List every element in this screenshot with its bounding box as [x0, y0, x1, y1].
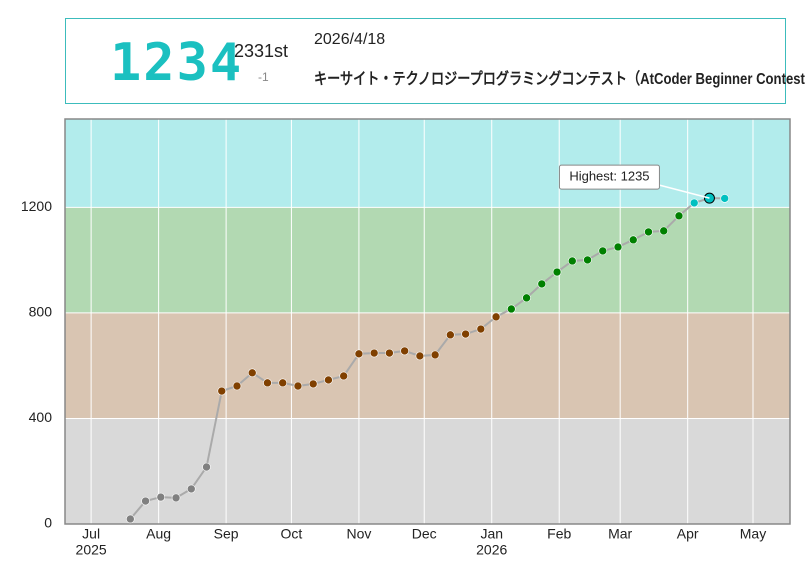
rating-point [613, 242, 623, 252]
annotation-box [558, 164, 660, 190]
rating-point [278, 378, 288, 388]
rating-point [263, 378, 272, 388]
rating-change: -1 [258, 70, 269, 84]
rating-point [126, 514, 135, 524]
rating-band [65, 418, 790, 524]
rating-point [644, 227, 653, 237]
x-tick-label: Sep [214, 526, 239, 542]
rating: 1234 [110, 33, 244, 93]
rating-point [247, 368, 257, 378]
x-tick-label: Nov [346, 526, 371, 542]
rating-point [674, 211, 684, 221]
rating-point [232, 381, 242, 391]
rating-point [567, 256, 577, 266]
x-tick-label: Apr [677, 526, 699, 542]
contest-header: 1234 2331st -1 2026/4/18 キーサイト・テクノロジープログ… [65, 18, 808, 104]
rating-point [552, 267, 562, 277]
rating-point [491, 312, 501, 322]
rating-point [720, 194, 729, 203]
x-tick-label: Jan [480, 526, 503, 542]
y-tick-label: 1200 [21, 198, 52, 214]
y-tick-label: 400 [29, 409, 53, 425]
rating-point [476, 324, 486, 334]
rating-point [354, 349, 364, 359]
rating-point [202, 462, 211, 472]
rating-point [308, 379, 318, 389]
x-tick-label: Feb [547, 526, 571, 542]
rating-point [156, 492, 166, 502]
rating-point [217, 386, 227, 396]
x-year-label: 2025 [76, 542, 107, 558]
annotation-leader [659, 184, 710, 199]
rating-point [400, 346, 409, 356]
x-tick-label: Mar [608, 526, 632, 542]
plot-frame [64, 118, 791, 525]
rating-point [537, 279, 547, 289]
rating-point [293, 381, 303, 391]
y-tick-label: 800 [29, 304, 53, 320]
rating-point [598, 246, 608, 256]
rating-point [415, 351, 425, 361]
rating-point [461, 329, 470, 339]
y-tick-label: 0 [44, 515, 52, 531]
rating-band [65, 312, 790, 419]
contest-name: キーサイト・テクノロジープログラミングコンテスト（AtCoder Beginne… [314, 71, 808, 88]
x-tick-label: May [740, 526, 766, 542]
x-tick-label: Dec [412, 526, 437, 542]
rating-point [430, 350, 440, 360]
rating-point [507, 304, 516, 314]
x-tick-label: Oct [281, 526, 303, 542]
annotation-label: Highest: 1235 [569, 169, 649, 184]
x-tick-label: Jul [82, 526, 100, 542]
x-tick-label: Aug [146, 526, 171, 542]
rating-band [65, 207, 790, 313]
rating-point [689, 198, 699, 208]
rating-point [659, 226, 669, 236]
rating-point [385, 348, 394, 358]
rating-point [324, 375, 333, 385]
rank: 2331st [234, 41, 289, 61]
rating-line [129, 197, 725, 520]
rating-point [369, 348, 379, 358]
rating-point [583, 255, 592, 265]
x-year-label: 2026 [476, 542, 507, 558]
rating-point [141, 496, 150, 506]
contest-date: 2026/4/18 [314, 31, 386, 48]
rating-point [628, 235, 638, 245]
rating-point [339, 371, 348, 381]
rating-point [186, 484, 196, 494]
rating-point [171, 493, 181, 503]
rating-band [65, 119, 790, 208]
rating-point [522, 293, 531, 303]
rating-point [446, 330, 455, 340]
